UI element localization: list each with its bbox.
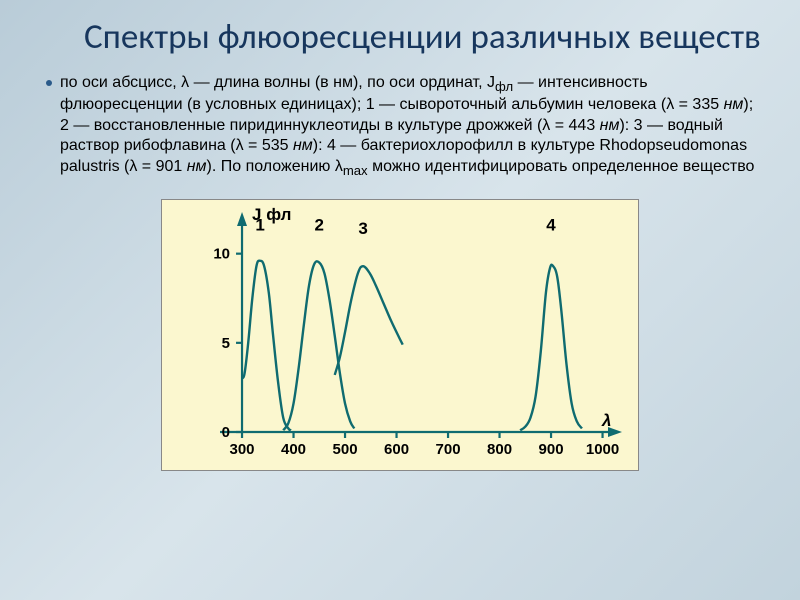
t-sub1: фл <box>495 79 513 94</box>
svg-text:600: 600 <box>384 441 409 458</box>
body-paragraph: по оси абсцисс, λ — длина волны (в нм), … <box>60 73 758 180</box>
t-prefix: по оси абсцисс, λ — длина волны (в нм), … <box>60 74 495 91</box>
chart-container: 30040050060070080090010000510J флλ1234 <box>161 199 639 471</box>
t-seg5: ). По положению λ <box>207 158 343 175</box>
svg-text:2: 2 <box>315 216 324 235</box>
t-nm2: нм <box>600 117 620 134</box>
slide-title: Спектры флюоресценции различных веществ <box>84 18 766 57</box>
svg-text:500: 500 <box>333 441 358 458</box>
t-nm1: нм <box>724 96 744 113</box>
svg-text:800: 800 <box>487 441 512 458</box>
slide-body: по оси абсцисс, λ — длина волны (в нм), … <box>46 73 766 180</box>
t-nm4: нм <box>187 158 207 175</box>
t-sub2: max <box>343 163 368 178</box>
svg-text:900: 900 <box>539 441 564 458</box>
bullet-icon <box>46 80 52 86</box>
svg-text:300: 300 <box>230 441 255 458</box>
svg-text:400: 400 <box>281 441 306 458</box>
svg-text:5: 5 <box>222 335 230 352</box>
svg-text:λ: λ <box>601 411 611 430</box>
t-seg6: можно идентифицировать определенное веще… <box>368 158 755 175</box>
svg-text:700: 700 <box>436 441 461 458</box>
svg-text:10: 10 <box>213 246 230 263</box>
svg-text:1000: 1000 <box>586 441 619 458</box>
svg-text:4: 4 <box>546 216 556 235</box>
t-nm3: нм <box>293 137 313 154</box>
svg-text:3: 3 <box>358 219 367 238</box>
slide: Спектры флюоресценции различных веществ … <box>0 0 800 600</box>
chart-svg: 30040050060070080090010000510J флλ1234 <box>162 200 638 470</box>
svg-text:0: 0 <box>222 424 230 441</box>
svg-text:1: 1 <box>255 216 264 235</box>
